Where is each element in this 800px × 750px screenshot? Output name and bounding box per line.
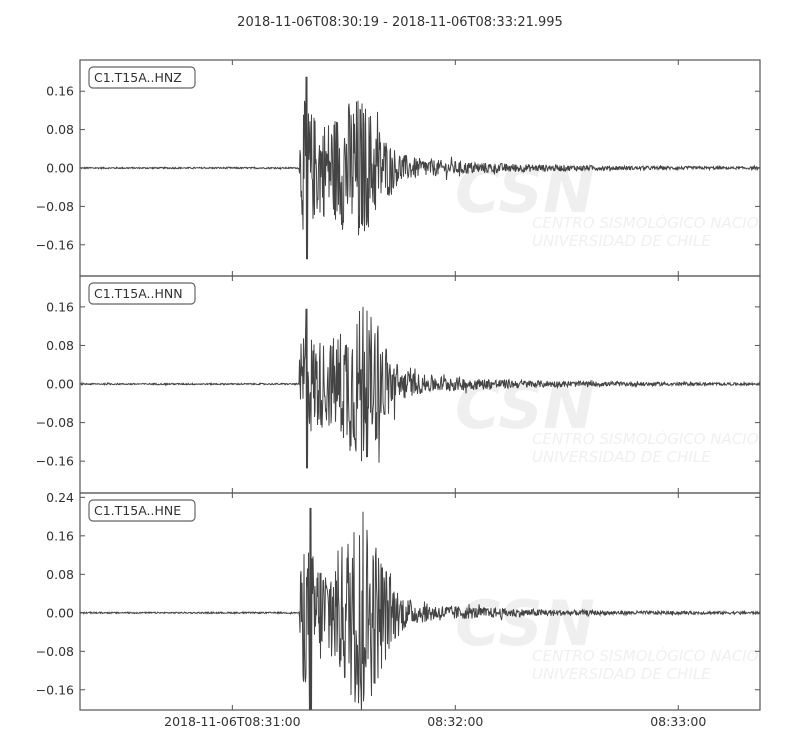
watermark-line1: CENTRO SISMOLÓGICO NACIONAL [532, 429, 788, 448]
watermark-line2: UNIVERSIDAD DE CHILE [532, 448, 711, 466]
y-tick-label: −0.16 [36, 237, 74, 252]
chart-title: 2018-11-06T08:30:19 - 2018-11-06T08:33:2… [237, 15, 563, 30]
y-tick-label: −0.08 [36, 199, 74, 214]
y-tick-label: 0.08 [46, 122, 74, 137]
y-tick-label: 0.00 [46, 161, 74, 176]
y-tick-label: 0.00 [46, 605, 74, 620]
watermark-line2: UNIVERSIDAD DE CHILE [532, 665, 711, 683]
trace-label-box [88, 282, 196, 305]
trace-label: C1.T15A..HNN [94, 286, 183, 301]
watermark-line1: CENTRO SISMOLÓGICO NACIONAL [532, 213, 788, 232]
y-tick-label: −0.16 [36, 682, 74, 697]
y-tick-label: 0.08 [46, 567, 74, 582]
y-tick-label: 0.00 [46, 377, 74, 392]
x-tick-label: 2018-11-06T08:31:00 [164, 714, 300, 729]
waveform-trace [80, 76, 760, 260]
y-tick-label: 0.08 [46, 338, 74, 353]
y-tick-label: 0.24 [46, 490, 74, 505]
watermark-logo: CSN [455, 587, 595, 660]
watermark-line1: CENTRO SISMOLÓGICO NACIONAL [532, 646, 788, 665]
watermark-line2: UNIVERSIDAD DE CHILE [532, 232, 711, 250]
y-tick-label: −0.08 [36, 415, 74, 430]
y-tick-label: 0.16 [46, 299, 74, 314]
x-tick-label: 08:32:00 [427, 714, 483, 729]
trace-label: C1.T15A..HNZ [94, 70, 182, 85]
y-tick-label: 0.16 [46, 528, 74, 543]
trace-label-box [88, 66, 196, 89]
axes-frame [79, 492, 761, 711]
trace-label-box [88, 499, 196, 522]
y-tick-label: −0.08 [36, 644, 74, 659]
y-tick-label: 0.16 [46, 84, 74, 99]
waveform-trace [80, 507, 760, 710]
trace-label: C1.T15A..HNE [94, 503, 181, 518]
waveform-trace [80, 306, 760, 469]
y-tick-label: −0.16 [36, 454, 74, 469]
x-tick-label: 08:33:00 [650, 714, 706, 729]
